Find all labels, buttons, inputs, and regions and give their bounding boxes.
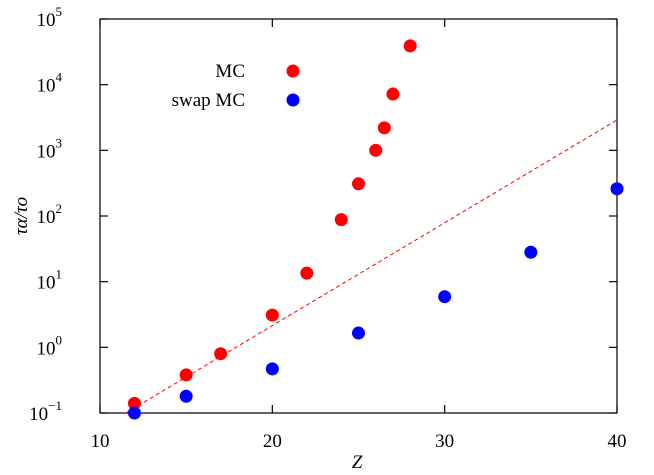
fit-line xyxy=(125,119,617,413)
data-point xyxy=(334,213,348,227)
y-tick-label: 101 xyxy=(37,267,63,294)
data-point xyxy=(377,121,391,135)
data-point xyxy=(127,406,141,420)
y-tick-label: 103 xyxy=(37,135,63,162)
data-point xyxy=(127,396,141,410)
y-tick-label: 104 xyxy=(37,70,63,97)
legend-label: MC xyxy=(215,61,245,82)
y-tick-exponent: 1 xyxy=(56,267,63,282)
y-tick-base: 10 xyxy=(37,141,56,162)
legend-marker xyxy=(286,93,300,107)
y-tick-exponent: 3 xyxy=(56,135,63,150)
x-tick-label: 20 xyxy=(263,431,282,452)
y-tick-label: 105 xyxy=(37,4,63,31)
x-tick-label: 40 xyxy=(608,431,627,452)
x-tick-label: 10 xyxy=(91,431,110,452)
y-tick-base: 10 xyxy=(37,273,56,294)
y-tick-exponent: 0 xyxy=(56,332,63,347)
y-tick-base: 10 xyxy=(29,404,48,425)
y-tick-base: 10 xyxy=(37,76,56,97)
y-tick-label: 102 xyxy=(37,201,63,228)
y-tick-exponent: 2 xyxy=(56,201,63,216)
y-tick-exponent: 4 xyxy=(56,70,63,85)
data-point xyxy=(369,143,383,157)
y-tick-label: 100 xyxy=(37,332,63,359)
y-tick-base: 10 xyxy=(37,207,56,228)
legend-label: swap MC xyxy=(172,90,245,111)
data-point xyxy=(386,87,400,101)
data-point xyxy=(300,266,314,280)
x-tick-label: 30 xyxy=(435,431,454,452)
y-axis-label: τα/τo xyxy=(11,197,32,235)
y-tick-base: 10 xyxy=(37,10,56,31)
data-point xyxy=(179,389,193,403)
y-tick-exponent: 5 xyxy=(56,4,63,19)
data-point xyxy=(352,177,365,191)
legend-marker xyxy=(286,64,300,78)
y-tick-label: 10−1 xyxy=(29,398,62,425)
data-point xyxy=(610,182,624,196)
data-point xyxy=(403,39,417,53)
data-point xyxy=(438,290,452,304)
plot-frame xyxy=(99,18,618,414)
data-point xyxy=(265,308,279,322)
y-tick-base: 10 xyxy=(37,338,56,359)
data-point xyxy=(524,245,538,259)
x-axis-label: Z xyxy=(352,452,363,473)
y-tick-exponent: −1 xyxy=(48,398,62,413)
data-point xyxy=(265,362,279,376)
data-point xyxy=(179,368,193,382)
data-point xyxy=(352,326,365,340)
data-point xyxy=(214,347,228,361)
